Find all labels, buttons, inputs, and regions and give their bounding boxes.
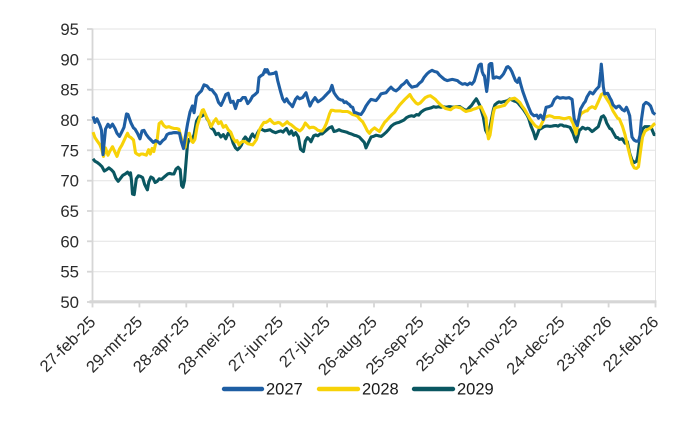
svg-text:2029: 2029 (457, 381, 494, 399)
svg-text:70: 70 (60, 172, 79, 191)
svg-text:75: 75 (60, 141, 79, 160)
svg-text:85: 85 (60, 81, 79, 100)
svg-text:50: 50 (60, 293, 79, 312)
svg-text:60: 60 (60, 232, 79, 251)
svg-text:80: 80 (60, 111, 79, 130)
svg-text:55: 55 (60, 263, 79, 282)
svg-text:95: 95 (60, 20, 79, 39)
svg-text:90: 90 (60, 50, 79, 69)
svg-text:2027: 2027 (266, 381, 303, 399)
svg-text:2028: 2028 (362, 381, 399, 399)
svg-text:65: 65 (60, 202, 79, 221)
